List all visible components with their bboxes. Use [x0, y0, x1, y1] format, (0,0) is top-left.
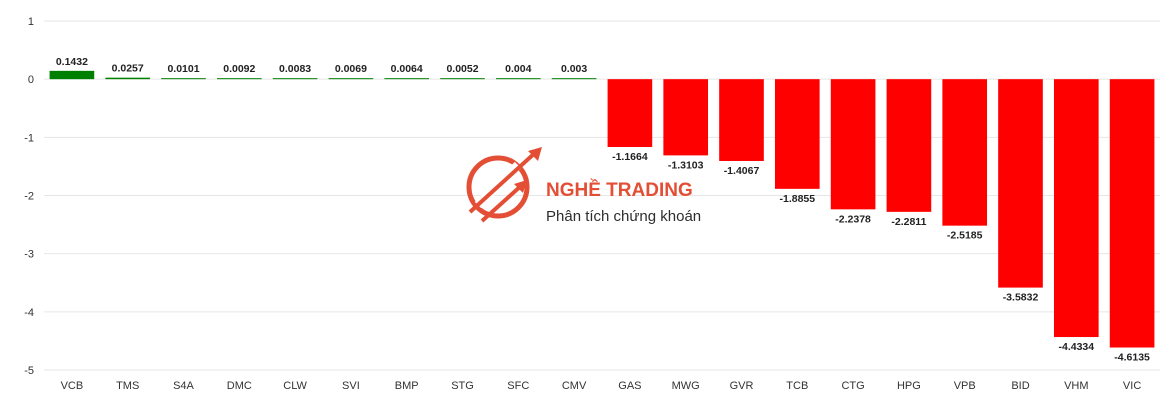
bar-dmc[interactable] — [216, 78, 262, 80]
bar-s4a[interactable] — [161, 78, 206, 80]
x-tick-label: VHM — [1064, 380, 1088, 392]
x-tick-label: TMS — [116, 380, 139, 392]
data-label: -2.2378 — [835, 213, 871, 225]
bar-clw[interactable] — [272, 78, 318, 80]
y-tick-label: 1 — [28, 16, 34, 28]
bar-ctg[interactable] — [830, 79, 876, 210]
x-tick-label: GVR — [730, 380, 754, 392]
bar-cmv[interactable] — [551, 78, 597, 80]
data-label: 0.0101 — [167, 63, 199, 75]
bar-hpg[interactable] — [886, 79, 932, 212]
data-label: -4.4334 — [1058, 341, 1094, 353]
bar-sfc[interactable] — [495, 78, 541, 80]
data-label: 0.1432 — [56, 56, 88, 68]
bar-svi[interactable] — [328, 78, 374, 80]
data-label: 0.0064 — [391, 63, 423, 75]
bars — [49, 70, 1155, 348]
bar-vic[interactable] — [1109, 79, 1155, 348]
trading-logo-icon — [466, 147, 542, 223]
bar-vcb[interactable] — [49, 70, 95, 80]
data-label: 0.0052 — [446, 63, 478, 75]
y-tick-label: -4 — [24, 307, 34, 319]
data-label: -1.8855 — [779, 193, 815, 205]
bar-gas[interactable] — [607, 79, 653, 148]
bar-bmp[interactable] — [384, 78, 430, 80]
bar-tcb[interactable] — [774, 79, 820, 189]
data-labels: 0.1432 0.0257 0.0101 0.0092 0.0083 0.0069 0.00… — [56, 56, 1150, 364]
data-label: 0.0257 — [112, 63, 144, 75]
bar-tms[interactable] — [105, 77, 151, 80]
x-tick-label: HPG — [897, 380, 921, 392]
y-tick-label: -3 — [24, 249, 34, 261]
bar-gvr[interactable] — [719, 79, 764, 161]
x-tick-label: CMV — [562, 380, 587, 392]
data-label: -1.1664 — [612, 151, 648, 163]
y-tick-label: -5 — [24, 365, 34, 377]
data-label: 0.0069 — [335, 63, 367, 75]
x-tick-label: CLW — [283, 380, 307, 392]
data-label: 0.004 — [505, 63, 531, 75]
data-label: -3.5832 — [1003, 292, 1039, 304]
bar-mwg[interactable] — [663, 79, 709, 156]
data-label: 0.0083 — [279, 63, 311, 75]
data-label: -4.6135 — [1114, 352, 1150, 364]
data-label: -2.5185 — [947, 230, 983, 242]
y-tick-label: -1 — [24, 132, 34, 144]
bar-vpb[interactable] — [942, 79, 988, 226]
y-tick-label: -2 — [24, 191, 34, 203]
bar-stg[interactable] — [440, 78, 485, 80]
data-label: -1.3103 — [668, 159, 704, 171]
x-tick-label: STG — [451, 380, 474, 392]
x-tick-label: VPB — [954, 380, 976, 392]
x-tick-label: CTG — [841, 380, 864, 392]
watermark-subtitle: Phân tích chứng khoán — [546, 208, 701, 225]
x-tick-label: TCB — [786, 380, 808, 392]
x-tick-label: MWG — [672, 380, 700, 392]
x-tick-label: SVI — [342, 380, 360, 392]
data-label: 0.003 — [561, 63, 587, 75]
x-tick-label: GAS — [618, 380, 641, 392]
watermark-title: NGHỀ TRADING — [546, 179, 693, 201]
y-axis-labels: 1 0 -1 -2 -3 -4 -5 — [24, 16, 34, 377]
x-tick-label: VIC — [1123, 380, 1141, 392]
x-tick-label: DMC — [227, 380, 252, 392]
data-label: -2.2811 — [891, 216, 926, 228]
bar-bid[interactable] — [998, 79, 1043, 288]
bar-vhm[interactable] — [1053, 79, 1099, 338]
watermark: NGHỀ TRADING Phân tích chứng khoán — [466, 147, 701, 225]
y-tick-label: 0 — [28, 74, 34, 86]
data-label: 0.0092 — [223, 63, 255, 75]
x-tick-label: BID — [1011, 380, 1029, 392]
data-label: -1.4067 — [724, 165, 760, 177]
x-tick-label: S4A — [173, 380, 194, 392]
x-tick-label: SFC — [507, 380, 529, 392]
x-tick-label: BMP — [395, 380, 419, 392]
x-axis-labels: VCB TMS S4A DMC CLW SVI BMP STG SFC CMV GAS MWG GVR T… — [61, 380, 1142, 392]
x-tick-label: VCB — [61, 380, 84, 392]
